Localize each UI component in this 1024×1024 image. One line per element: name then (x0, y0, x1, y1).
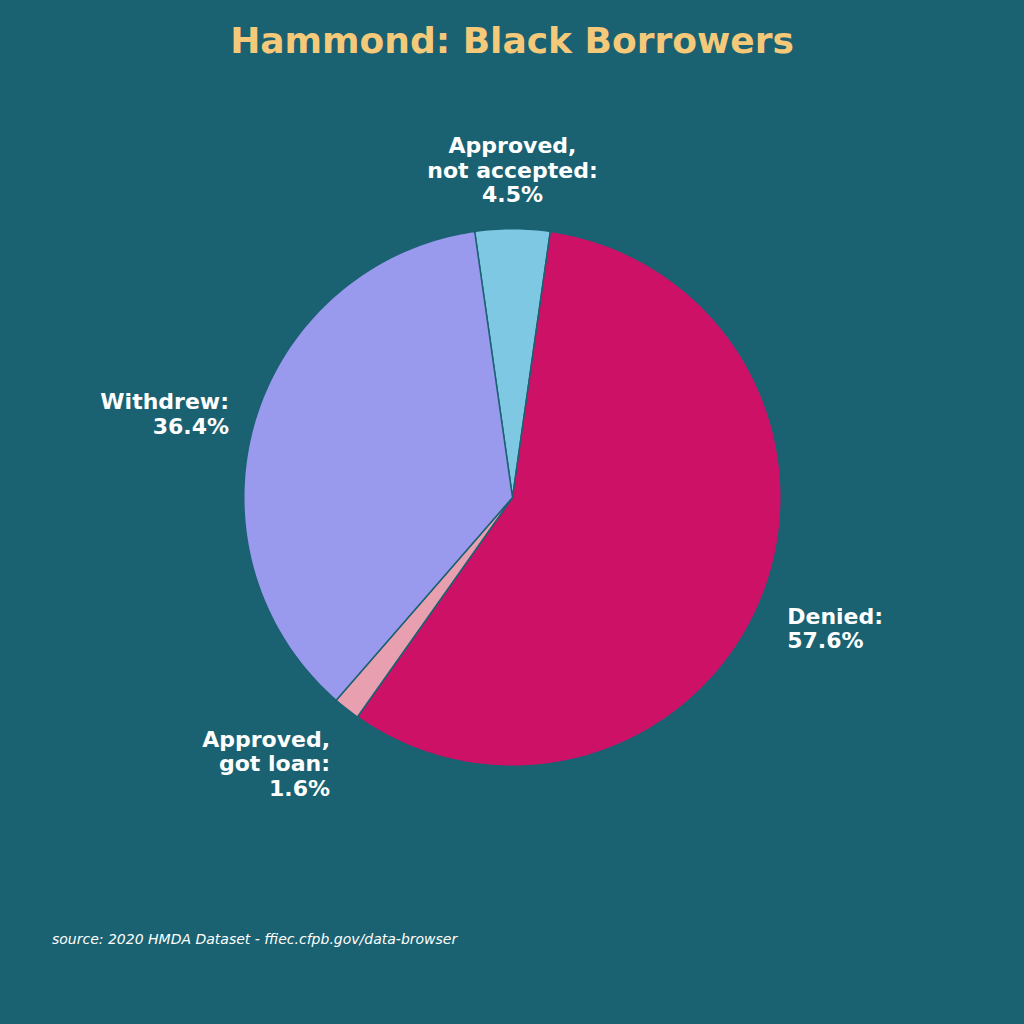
svg-text:Approved,got loan:1.6%: Approved,got loan:1.6% (202, 727, 330, 800)
html-text:source: 2020 HMDA Dataset - ff: source: 2020 HMDA Dataset - ffiec.cfpb.g… (52, 931, 458, 947)
svg-text:Approved,not accepted:4.5%: Approved,not accepted:4.5% (427, 133, 598, 206)
svg-text:Denied:57.6%: Denied:57.6% (787, 604, 883, 653)
html-text:Hammond: Black Borrowers: Hammond: Black Borrowers (230, 20, 794, 61)
svg-text:Withdrew:36.4%: Withdrew:36.4% (100, 389, 229, 438)
